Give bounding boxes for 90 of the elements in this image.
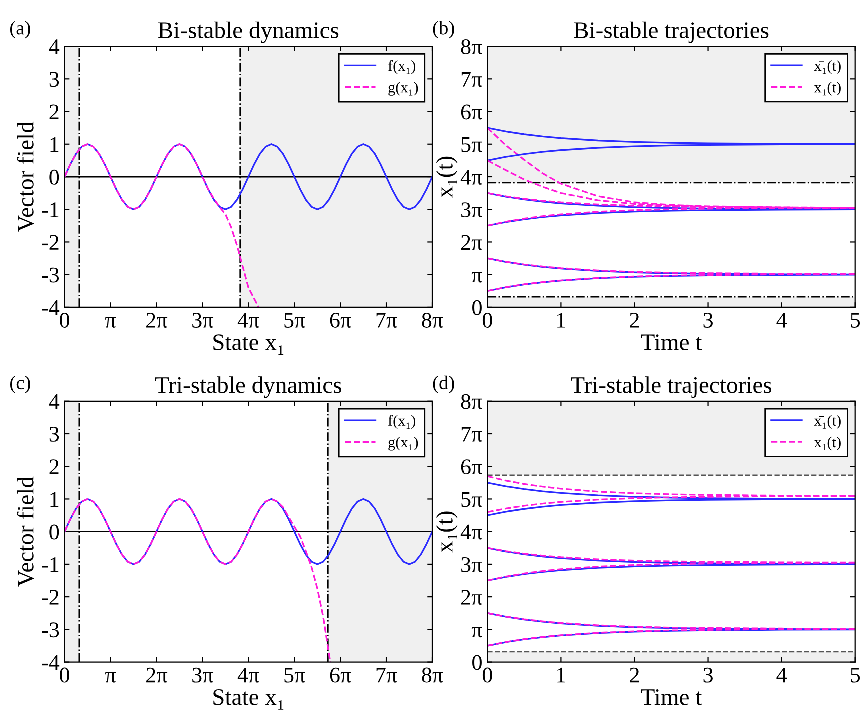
legend-label: g(x₁) xyxy=(388,82,418,96)
x-tick-label: 2 xyxy=(630,668,640,683)
y-tick-label: 3π xyxy=(462,202,482,218)
y-tick-label: 2π xyxy=(461,590,482,606)
y-tick-label: π xyxy=(472,627,482,638)
y-tick-label: 1 xyxy=(50,492,59,507)
y-tick-label: 8π xyxy=(461,39,482,54)
legend-label: f(x₁) xyxy=(388,60,416,74)
y-tick-label: 6π xyxy=(461,104,482,120)
x-tick-label: 2 xyxy=(630,313,640,328)
y-tick-label: 3π xyxy=(462,557,482,572)
x-tick-label: 3π xyxy=(192,668,214,683)
chart-title: Tri-stable trajectories xyxy=(571,376,772,398)
y-tick-label: 2 xyxy=(50,460,59,474)
y-tick-label: 4π xyxy=(460,170,482,185)
text: (b) xyxy=(433,21,454,39)
text: (d) xyxy=(433,376,454,394)
y-tick-label: -4 xyxy=(42,300,60,316)
y-tick-label: 4 xyxy=(49,394,60,410)
y-tick-label: 3 xyxy=(50,72,60,88)
x-tick-label: 3π xyxy=(192,313,214,328)
legend-label: x̄₁(t) xyxy=(814,60,841,74)
y-tick-label: 3 xyxy=(50,426,60,442)
chart-title: Tri-stable dynamics xyxy=(155,376,342,398)
y-tick-label: 0 xyxy=(50,170,60,185)
text: (c) xyxy=(10,376,30,394)
x-tick-label: 4 xyxy=(776,668,788,683)
y-tick-label: 0 xyxy=(472,655,482,670)
y-axis-title: Vector field xyxy=(17,476,34,587)
y-tick-label: 1 xyxy=(50,137,59,152)
y-axis-title: x₁(t) xyxy=(436,156,458,198)
x-tick-label: 4π xyxy=(238,668,260,683)
y-tick-label: 8π xyxy=(461,394,482,410)
legend-label: x₁(t) xyxy=(814,436,841,451)
x-tick-label: π xyxy=(105,318,116,328)
x-axis-title: Time t xyxy=(641,689,702,706)
legend-label: g(x₁) xyxy=(388,436,418,451)
x-tick-label: 0 xyxy=(60,668,70,683)
y-tick-label: -2 xyxy=(42,590,59,605)
x-tick-label: 5π xyxy=(284,668,306,683)
y-tick-label: -1 xyxy=(42,557,59,572)
y-tick-label: 0 xyxy=(472,300,482,316)
y-tick-label: -3 xyxy=(42,268,60,283)
x-tick-label: 4π xyxy=(238,313,260,328)
x-tick-label: 7π xyxy=(376,668,398,683)
chart-title: Bi-stable dynamics xyxy=(158,22,339,44)
x-tick-label: 8π xyxy=(422,668,444,683)
x-tick-label: 5 xyxy=(851,668,860,683)
y-tick-label: 4π xyxy=(460,524,482,540)
x-tick-label: 5π xyxy=(284,313,306,328)
y-tick-label: 7π xyxy=(462,427,482,442)
x-tick-label: 1 xyxy=(558,313,566,328)
y-axis-title: Vector field xyxy=(17,122,34,232)
y-axis-title: x₁(t) xyxy=(436,512,458,553)
x-tick-label: 1 xyxy=(558,668,566,683)
x-tick-label: 2π xyxy=(146,668,168,683)
y-tick-label: π xyxy=(472,272,482,283)
x-tick-label: 0 xyxy=(60,312,70,328)
chart-title: Bi-stable trajectories xyxy=(574,22,769,44)
x-axis-title: State x₁ xyxy=(214,334,284,355)
y-tick-label: -2 xyxy=(42,235,59,250)
text: (a) xyxy=(10,21,30,39)
y-tick-label: 4 xyxy=(49,40,60,54)
y-tick-label: 2π xyxy=(461,235,482,250)
x-tick-label: 0 xyxy=(482,312,492,328)
x-axis-title: Time t xyxy=(641,334,702,350)
x-tick-label: 3 xyxy=(704,313,713,328)
y-tick-label: -3 xyxy=(42,622,60,638)
legend-label: x₁(t) xyxy=(814,82,841,96)
y-tick-label: -1 xyxy=(42,202,59,218)
x-tick-label: 5 xyxy=(851,313,860,328)
x-tick-label: 4 xyxy=(776,313,788,328)
x-tick-label: 6π xyxy=(330,668,352,683)
y-tick-label: 5π xyxy=(462,492,482,508)
x-tick-label: 7π xyxy=(376,313,398,328)
x-axis-title: State x₁ xyxy=(214,689,284,710)
legend-label: f(x₁) xyxy=(388,415,416,430)
y-tick-label: 0 xyxy=(50,524,60,540)
y-tick-label: 7π xyxy=(462,72,482,88)
y-tick-label: 2 xyxy=(50,104,59,120)
x-tick-label: π xyxy=(105,672,116,683)
y-tick-label: -4 xyxy=(42,655,60,670)
x-tick-label: 0 xyxy=(482,668,492,683)
x-tick-label: 3 xyxy=(704,668,713,683)
y-tick-label: 6π xyxy=(461,460,482,475)
legend-label: x̄₁(t) xyxy=(814,415,841,430)
x-tick-label: 2π xyxy=(146,313,168,328)
y-tick-label: 5π xyxy=(462,138,482,152)
x-tick-label: 6π xyxy=(330,313,352,328)
x-tick-label: 8π xyxy=(422,312,444,328)
